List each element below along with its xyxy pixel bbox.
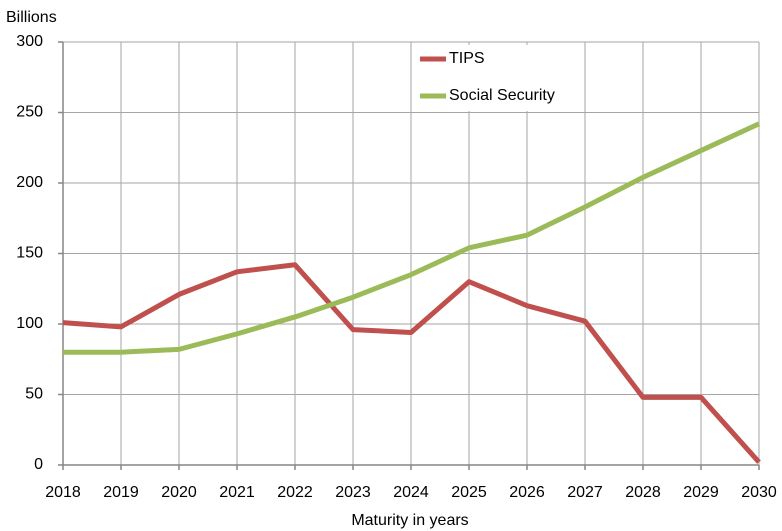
line-series	[62, 262, 761, 464]
x-tick-label: 2023	[335, 484, 371, 501]
y-tick-label: 50	[25, 386, 43, 403]
x-tick-label: 2029	[683, 484, 719, 501]
x-tick-label: 2021	[219, 484, 255, 501]
x-tick-label: 2022	[277, 484, 313, 501]
legend-label: Social Security	[449, 87, 555, 104]
y-tick-label: 250	[16, 104, 43, 121]
y-tick-label: 100	[16, 315, 43, 332]
x-tick-label: 2025	[451, 484, 487, 501]
x-tick-label: 2027	[567, 484, 603, 501]
y-axis-label: Billions	[6, 9, 57, 26]
x-tick-label: 2018	[45, 484, 81, 501]
x-tick-label: 2028	[625, 484, 661, 501]
line-series	[63, 121, 761, 355]
x-tick-label: 2024	[393, 484, 429, 501]
y-tick-label: 150	[16, 245, 43, 262]
x-tick-label: 2026	[509, 484, 545, 501]
y-tick-label: 0	[34, 456, 43, 473]
x-tick-label: 2030	[741, 484, 777, 501]
x-axis-label: Maturity in years	[351, 512, 468, 529]
x-tick-label: 2019	[103, 484, 139, 501]
legend-label: TIPS	[449, 50, 485, 67]
y-tick-label: 300	[16, 33, 43, 50]
x-tick-label: 2020	[161, 484, 197, 501]
legend-box	[412, 45, 582, 111]
y-tick-label: 200	[16, 174, 43, 191]
